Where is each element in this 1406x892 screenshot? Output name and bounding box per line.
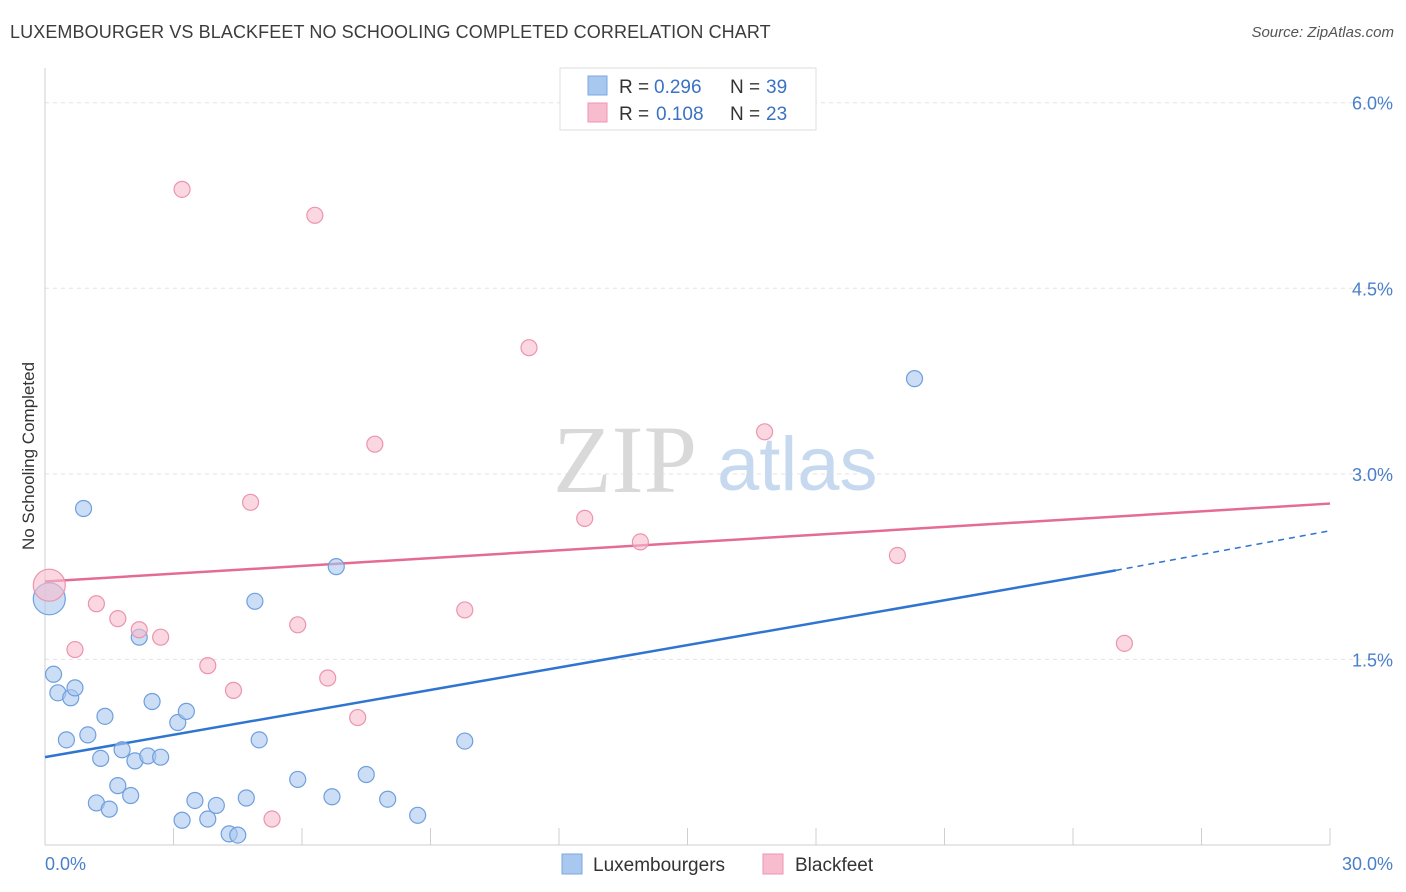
point-luxembourgers [379,790,397,808]
legend-n-label: N = [730,77,760,98]
point-blackfeet [366,435,384,453]
point-blackfeet [130,621,148,639]
legend-swatch-blackfeet [587,102,608,123]
point-luxembourgers [229,826,247,844]
point-luxembourgers [246,592,264,610]
point-luxembourgers [199,810,217,828]
point-luxembourgers [79,726,97,744]
legend-r-value: 0.296 [654,77,702,98]
point-luxembourgers [323,788,341,806]
point-luxembourgers [57,731,76,749]
point-blackfeet [263,810,281,828]
point-luxembourgers [237,789,255,807]
point-luxembourgers [207,796,225,815]
bottom-legend-swatch-blackfeet [762,853,784,875]
point-blackfeet [456,601,474,619]
point-luxembourgers [96,707,114,725]
grid-lines [45,102,1390,660]
source-label: Source: ZipAtlas.com [1251,24,1394,41]
legend-n-value: 39 [766,77,787,98]
legend-n-value: 23 [766,104,787,125]
point-blackfeet [32,568,66,602]
watermark-zip: ZIP [553,406,697,513]
point-luxembourgers [173,811,191,829]
point-blackfeet [199,657,217,675]
trend-line-extension-luxembourgers [1115,530,1331,572]
bottom-legend-label-blackfeet: Blackfeet [795,855,874,876]
point-luxembourgers [113,741,131,759]
point-luxembourgers [409,806,427,824]
point-blackfeet [576,509,594,528]
point-luxembourgers [109,777,127,795]
data-points [32,180,1134,844]
trend-line-luxembourgers [44,569,1117,759]
y-tick-labels: 1.5% 3.0% 4.5% 6.0% [1352,94,1393,671]
point-luxembourgers [177,702,195,720]
bottom-legend-swatch-luxembourgers [561,853,583,875]
point-luxembourgers [66,679,84,697]
point-blackfeet [242,493,260,511]
point-blackfeet [66,640,84,659]
watermark: ZIP atlas [553,406,878,513]
point-blackfeet [1115,634,1134,652]
y-tick-label: 6.0% [1352,94,1393,114]
point-blackfeet [289,616,307,634]
watermark-atlas: atlas [717,422,878,507]
point-blackfeet [306,206,324,224]
point-luxembourgers [92,749,110,768]
point-blackfeet [319,669,337,687]
point-blackfeet [109,610,127,628]
point-luxembourgers [456,732,474,750]
point-luxembourgers [250,731,268,749]
point-blackfeet [631,533,649,551]
point-blackfeet [755,423,774,441]
point-luxembourgers [74,499,93,518]
point-luxembourgers [143,692,161,711]
legend-r-label: R = [619,77,649,98]
point-blackfeet [888,546,906,565]
point-blackfeet [152,628,170,646]
chart-title: LUXEMBOURGER VS BLACKFEET NO SCHOOLING C… [10,22,771,42]
trend-line-blackfeet [44,502,1331,583]
legend-n-label: N = [730,104,760,125]
point-blackfeet [520,339,538,357]
legend-r-label: R = [619,104,649,125]
trend-lines [44,502,1331,759]
point-blackfeet [173,180,191,198]
legend-r-value: 0.108 [656,104,704,125]
point-luxembourgers [152,748,170,766]
bottom-legend: Luxembourgers Blackfeet [561,853,874,876]
point-luxembourgers [100,800,118,818]
point-luxembourgers [905,370,924,388]
legend-swatch-luxembourgers [587,75,608,96]
x-tick-label: 0.0% [45,854,86,874]
point-blackfeet [224,681,243,699]
y-tick-label: 4.5% [1352,279,1393,299]
point-luxembourgers [357,765,375,784]
point-luxembourgers [44,665,63,683]
legend: R = 0.296 N = 39 R = 0.108 N = 23 [559,67,817,131]
y-axis-label: No Schooling Completed [19,362,38,550]
point-luxembourgers [327,558,345,576]
point-blackfeet [349,708,367,727]
x-tick-label: 30.0% [1342,854,1393,874]
point-luxembourgers [289,770,307,789]
point-blackfeet [87,595,106,613]
point-luxembourgers [186,791,204,810]
bottom-legend-label-luxembourgers: Luxembourgers [593,855,725,876]
y-tick-label: 3.0% [1352,465,1393,485]
point-luxembourgers [122,786,140,805]
axes [44,68,1331,846]
y-tick-label: 1.5% [1352,650,1393,670]
x-tick-labels: 0.0% 30.0% [45,854,1393,874]
